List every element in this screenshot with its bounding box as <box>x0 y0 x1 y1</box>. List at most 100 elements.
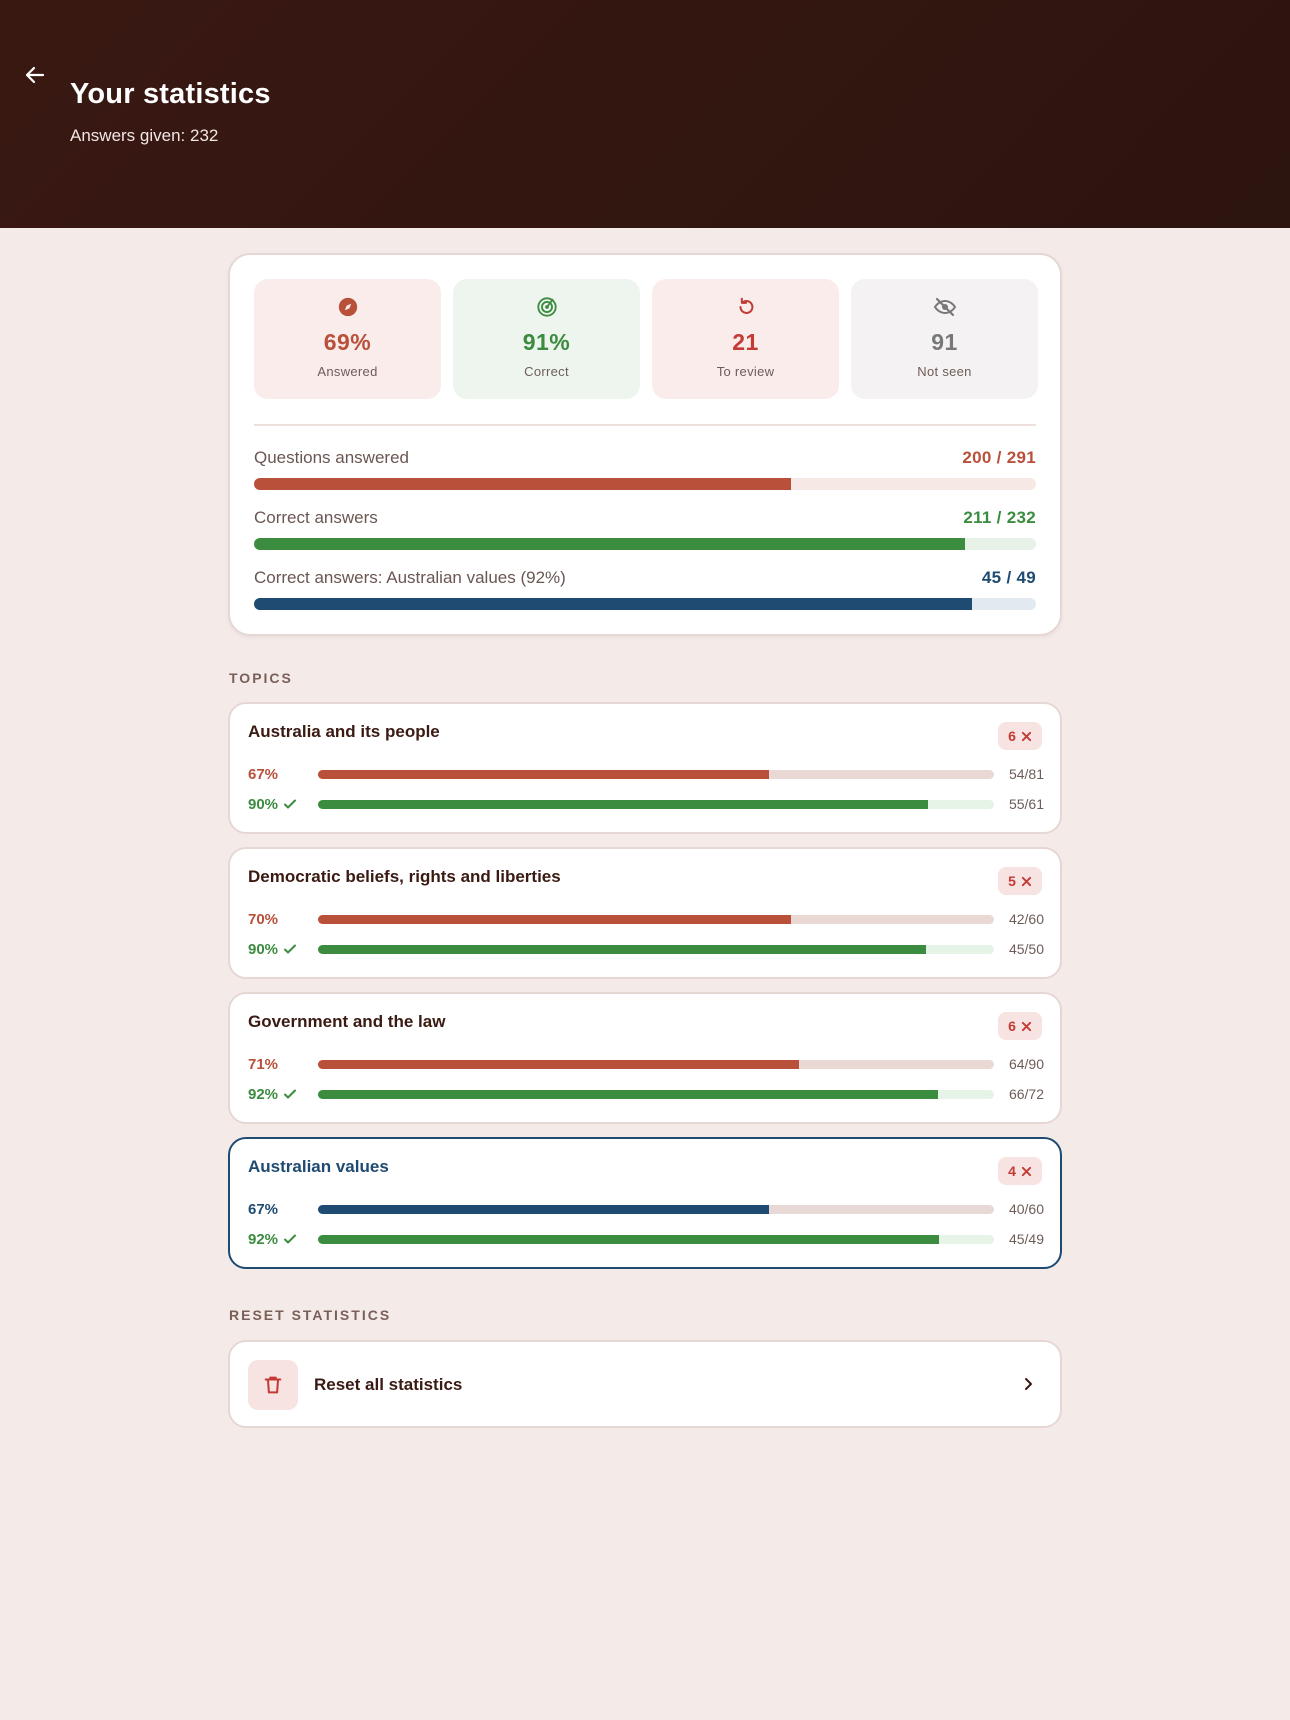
australian-values-track <box>254 598 1036 610</box>
wrong-count-badge[interactable]: 6 <box>998 722 1042 750</box>
topic-card[interactable]: Australia and its people 6 67% 54/81 90%… <box>228 702 1062 834</box>
correct-fill <box>318 944 927 954</box>
tile-answered: 69% Answered <box>254 279 441 399</box>
correct-fill <box>318 1089 938 1099</box>
correct-answers-progress: Correct answers 211 / 232 <box>254 507 1036 550</box>
wrong-count-badge[interactable]: 6 <box>998 1012 1042 1040</box>
to-review-value: 21 <box>732 329 759 355</box>
australian-values-progress: Correct answers: Australian values (92%)… <box>254 567 1036 610</box>
answered-row: 70% 42/60 <box>248 909 1044 929</box>
answers-given-text: Answers given: 232 <box>70 126 219 145</box>
eye-off-icon <box>933 295 957 319</box>
close-icon <box>1021 876 1031 886</box>
correct-label: Correct <box>524 364 569 379</box>
wrong-count-badge[interactable]: 4 <box>998 1157 1042 1185</box>
topic-title: Democratic beliefs, rights and liberties <box>248 867 561 886</box>
correct-count: 55/61 <box>1008 796 1044 812</box>
answered-track <box>318 1204 994 1214</box>
answered-fill <box>318 1204 769 1214</box>
answered-fill <box>318 769 769 779</box>
answered-value: 69% <box>323 329 372 355</box>
correct-answers-fill <box>254 538 965 550</box>
correct-count: 45/49 <box>1008 1231 1044 1247</box>
correct-count: 66/72 <box>1008 1086 1044 1102</box>
correct-answers-track <box>254 538 1036 550</box>
close-icon <box>1021 731 1031 741</box>
correct-row: 92% 45/49 <box>248 1229 1044 1249</box>
australian-values-fill <box>254 598 972 610</box>
topic-title: Australian values <box>248 1157 389 1176</box>
answered-row: 67% 40/60 <box>248 1199 1044 1219</box>
back-button[interactable] <box>18 58 52 92</box>
correct-track <box>318 1234 994 1244</box>
wrong-count-badge[interactable]: 5 <box>998 867 1042 895</box>
answered-fill <box>318 1059 799 1069</box>
reset-label: Reset all statistics <box>314 1375 463 1394</box>
answered-label: Answered <box>317 364 378 379</box>
correct-percent-wrap: 92% <box>248 1231 318 1248</box>
refresh-icon <box>735 295 757 319</box>
correct-track <box>318 1089 994 1099</box>
questions-answered-fill <box>254 478 792 490</box>
answered-percent: 67% <box>248 1200 279 1218</box>
topic-card[interactable]: Government and the law 6 71% 64/90 92% 6… <box>228 992 1062 1124</box>
topic-card[interactable]: Democratic beliefs, rights and liberties… <box>228 847 1062 979</box>
answered-row: 67% 54/81 <box>248 764 1044 784</box>
answered-percent: 67% <box>248 765 279 783</box>
chevron-right-icon <box>1018 1374 1038 1394</box>
reset-all-statistics-button[interactable]: Reset all statistics <box>228 1340 1062 1428</box>
answered-track <box>318 1059 994 1069</box>
answered-count: 54/81 <box>1008 766 1044 782</box>
correct-percent: 90% <box>248 795 279 813</box>
tile-not-seen[interactable]: 91 Not seen <box>851 279 1038 399</box>
questions-answered-value: 200 / 291 <box>962 448 1036 467</box>
tile-to-review[interactable]: 21 To review <box>652 279 839 399</box>
topics-section-label: TOPICS <box>229 670 293 686</box>
close-icon <box>1021 1021 1031 1031</box>
answered-count: 64/90 <box>1008 1056 1044 1072</box>
correct-percent-wrap: 90% <box>248 796 318 813</box>
correct-value: 91% <box>522 329 571 355</box>
questions-answered-label: Questions answered <box>254 448 409 467</box>
correct-row: 90% 45/50 <box>248 939 1044 959</box>
topic-card[interactable]: Australian values 4 67% 40/60 92% 45/49 <box>228 1137 1062 1269</box>
answered-fill <box>318 914 792 924</box>
reset-section-label: RESET STATISTICS <box>229 1307 392 1323</box>
page-title: Your statistics <box>70 78 271 110</box>
compass-icon <box>337 295 359 319</box>
check-icon <box>284 1089 297 1099</box>
correct-answers-label: Correct answers <box>254 508 378 527</box>
to-review-label: To review <box>716 364 775 379</box>
correct-percent: 92% <box>248 1085 279 1103</box>
check-icon <box>284 944 297 954</box>
answered-count: 40/60 <box>1008 1201 1044 1217</box>
wrong-count: 5 <box>1008 873 1016 889</box>
correct-percent: 92% <box>248 1230 279 1248</box>
trash-icon <box>248 1360 298 1410</box>
wrong-count: 6 <box>1008 728 1016 744</box>
answered-percent: 70% <box>248 910 279 928</box>
correct-track <box>318 944 994 954</box>
check-icon <box>284 1234 297 1244</box>
australian-values-value: 45 / 49 <box>981 568 1036 587</box>
summary-card: 69% Answered 91% Correct 2 <box>228 253 1062 636</box>
answered-track <box>318 914 994 924</box>
topic-title: Australia and its people <box>248 722 440 741</box>
correct-percent-wrap: 92% <box>248 1086 318 1103</box>
correct-percent-wrap: 90% <box>248 941 318 958</box>
correct-row: 92% 66/72 <box>248 1084 1044 1104</box>
tile-correct: 91% Correct <box>453 279 640 399</box>
target-icon <box>536 295 558 319</box>
answered-count: 42/60 <box>1008 911 1044 927</box>
correct-track <box>318 799 994 809</box>
topic-title: Government and the law <box>248 1012 446 1031</box>
answered-track <box>318 769 994 779</box>
correct-row: 90% 55/61 <box>248 794 1044 814</box>
questions-answered-track <box>254 478 1036 490</box>
wrong-count: 4 <box>1008 1163 1016 1179</box>
correct-fill <box>318 1234 939 1244</box>
arrow-left-icon <box>25 66 45 84</box>
not-seen-value: 91 <box>931 329 958 355</box>
wrong-count: 6 <box>1008 1018 1016 1034</box>
answered-percent: 71% <box>248 1055 279 1073</box>
